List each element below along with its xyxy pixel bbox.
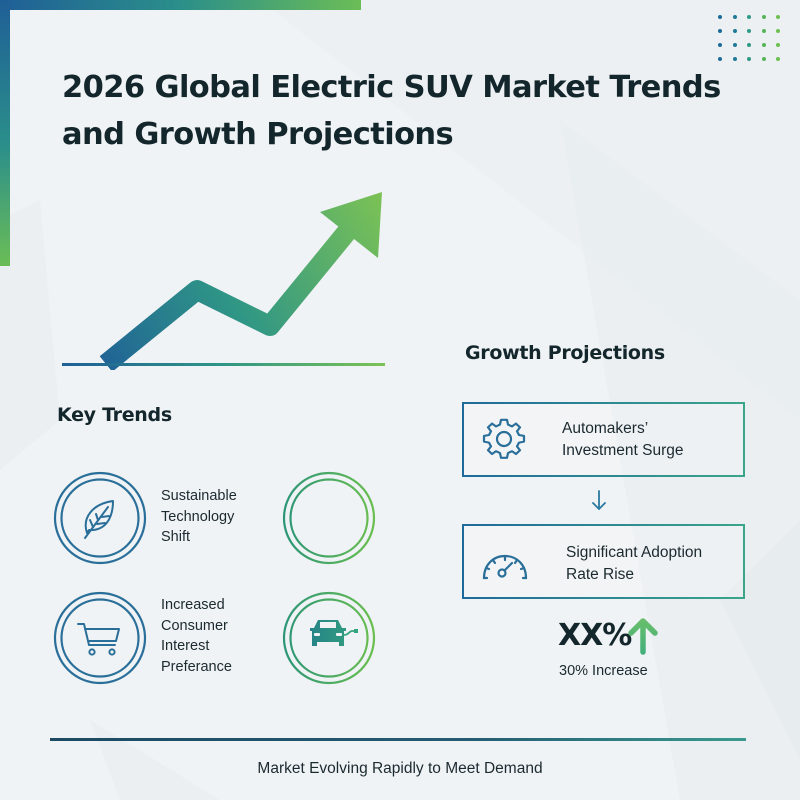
decorative-dot	[761, 29, 766, 33]
leaf-icon	[53, 471, 147, 565]
page-title: 2026 Global Electric SUV Market Trends a…	[62, 64, 762, 158]
decorative-dot	[776, 29, 780, 33]
trend-label-line: Sustainable	[161, 488, 237, 504]
decorative-dot	[776, 15, 780, 19]
decorative-dot	[761, 57, 766, 61]
speedometer-icon	[482, 554, 528, 580]
trend-label-line: Interest	[161, 638, 210, 654]
projection-label-line: Rate Rise	[566, 566, 635, 583]
title-line-1: 2026 Global Electric SUV Market Trends	[62, 70, 721, 105]
decorative-dot	[718, 29, 722, 33]
stat-value: XX%	[558, 618, 632, 653]
title-line-2: and Growth Projections	[62, 117, 454, 152]
down-arrow-icon	[592, 490, 606, 510]
decorative-dot	[747, 29, 751, 33]
decorative-dot	[776, 43, 780, 47]
decorative-dot	[747, 15, 751, 19]
decorative-dot	[776, 57, 780, 61]
rising-trend-arrow-icon	[62, 192, 385, 370]
trend-label-line: Technology	[161, 508, 235, 525]
trend-label-line: Consumer	[161, 617, 228, 634]
projection-step-investment: Automakers’ Investment Surge	[462, 402, 745, 477]
empty-ring-icon	[282, 471, 376, 565]
decorative-dot	[732, 15, 737, 19]
up-arrow-icon	[628, 618, 658, 655]
projection-label-line: Investment Surge	[562, 442, 684, 459]
decorative-dot	[732, 43, 737, 47]
decorative-dot	[732, 57, 737, 61]
corner-accent-top	[0, 0, 361, 10]
projection-label-line: Automakers’	[562, 420, 649, 437]
key-trends-heading: Key Trends	[57, 404, 172, 426]
decorative-dot	[747, 43, 751, 47]
footer-divider	[50, 738, 746, 741]
decorative-dot	[718, 43, 722, 47]
projection-label-line: Significant Adoption	[566, 544, 703, 561]
trend-label-line: Increased	[161, 597, 225, 613]
decorative-dot	[761, 15, 766, 19]
footer-tagline: Market Evolving Rapidly to Meet Demand	[257, 760, 543, 777]
corner-accent-left	[0, 0, 10, 266]
decorative-dot-grid	[718, 15, 780, 61]
decorative-dot	[732, 29, 737, 33]
decorative-dot	[718, 57, 722, 61]
shopping-cart-icon	[53, 591, 147, 685]
gear-icon	[482, 418, 526, 459]
electric-car-icon	[282, 591, 376, 685]
growth-projections-heading: Growth Projections	[465, 342, 665, 364]
decorative-dot	[761, 43, 766, 47]
projection-step-adoption: Significant Adoption Rate Rise	[462, 524, 745, 599]
decorative-dot	[747, 57, 751, 61]
trend-label-line: Shift	[161, 529, 191, 545]
trend-label-line: Preferance	[161, 658, 232, 675]
stat-caption: 30% Increase	[559, 663, 648, 679]
decorative-dot	[718, 15, 722, 19]
